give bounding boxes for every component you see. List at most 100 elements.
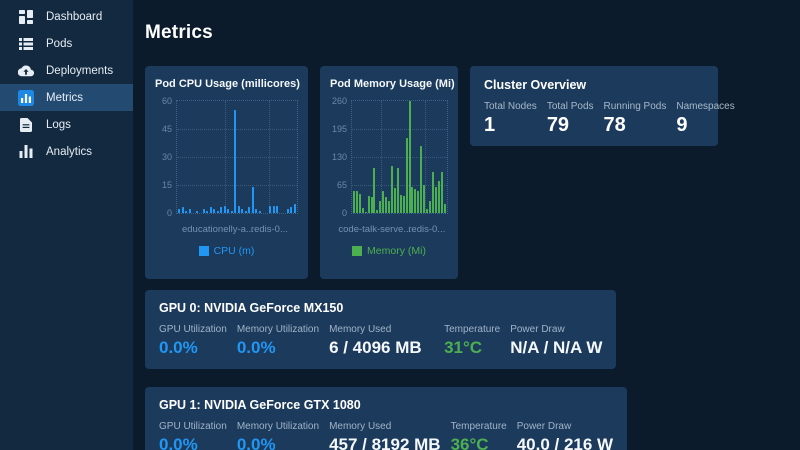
chart-bar bbox=[220, 207, 222, 213]
y-tick: 15 bbox=[161, 180, 172, 190]
legend-swatch bbox=[198, 246, 209, 256]
metric-label: Memory Used bbox=[329, 324, 392, 335]
stat-label: Running Pods bbox=[603, 101, 667, 112]
memory-plot-area[interactable] bbox=[351, 100, 448, 214]
metric-label: Temperature bbox=[450, 421, 507, 432]
sidebar-item-label: Dashboard bbox=[46, 10, 103, 23]
cpu-x-axis: educationelly-a... redis-0... bbox=[155, 224, 298, 237]
chart-bar bbox=[361, 207, 364, 213]
gpu0-utilization: GPU Utilization 0.0% bbox=[159, 324, 227, 358]
chart-bar bbox=[402, 195, 405, 213]
chart-bar bbox=[178, 209, 180, 213]
cloud-upload-icon bbox=[17, 62, 34, 79]
chart-bar bbox=[405, 137, 408, 213]
chart-bar bbox=[379, 200, 382, 213]
chart-bar bbox=[237, 205, 240, 213]
cluster-stats: Total Nodes 1 Total Pods 79 Running Pods… bbox=[484, 101, 735, 137]
stat-label: Namespaces bbox=[676, 101, 735, 112]
chart-bar bbox=[276, 205, 278, 213]
chart-bar bbox=[255, 209, 257, 213]
metric-value: N/A / N/A W bbox=[510, 338, 603, 357]
chart-bar bbox=[230, 211, 233, 213]
chart-bar bbox=[258, 211, 261, 213]
chart-bar bbox=[390, 165, 393, 213]
sidebar-item-label: Pods bbox=[46, 37, 73, 50]
metric-value: 6 / 4096 MB bbox=[329, 338, 422, 357]
dashboard-icon bbox=[17, 8, 34, 25]
stat-running-pods: Running Pods 78 bbox=[604, 101, 667, 137]
chart-bar bbox=[181, 207, 184, 213]
y-tick: 45 bbox=[161, 124, 172, 134]
metric-value: 0.0% bbox=[236, 338, 276, 357]
memory-x-axis: code-talk-serve... redis-0... bbox=[330, 224, 448, 237]
legend-swatch bbox=[352, 246, 363, 256]
y-tick: 260 bbox=[331, 96, 347, 106]
chart-bar bbox=[209, 207, 212, 213]
memory-bars bbox=[353, 101, 446, 213]
metric-label: Memory Utilization bbox=[236, 421, 320, 432]
y-tick: 0 bbox=[341, 208, 347, 218]
chart-bar bbox=[355, 191, 358, 213]
y-tick: 65 bbox=[336, 180, 347, 190]
metric-label: Memory Used bbox=[329, 421, 392, 432]
metric-label: GPU Utilization bbox=[159, 324, 227, 335]
memory-chart-title: Pod Memory Usage (Mi) bbox=[330, 78, 455, 90]
y-tick: 0 bbox=[166, 208, 172, 218]
sidebar-item-logs[interactable]: Logs bbox=[0, 111, 133, 138]
gpu0-metrics: GPU Utilization 0.0% Memory Utilization … bbox=[159, 324, 602, 358]
metric-label: Temperature bbox=[444, 324, 501, 335]
gpu1-memory-utilization: Memory Utilization 0.0% bbox=[237, 421, 319, 450]
chart-bar bbox=[293, 203, 296, 213]
metric-value: 457 / 8192 MB bbox=[329, 435, 441, 450]
metric-value: 36°C bbox=[450, 435, 489, 450]
y-tick: 130 bbox=[331, 152, 347, 162]
cpu-chart-title: Pod CPU Usage (millicores) bbox=[155, 78, 300, 90]
chart-bar bbox=[185, 211, 187, 213]
metrics-chart-icon bbox=[17, 89, 34, 106]
cpu-plot-area[interactable] bbox=[176, 100, 298, 214]
gpu0-memory-used: Memory Used 6 / 4096 MB bbox=[329, 324, 434, 358]
chart-bar bbox=[206, 211, 208, 213]
metric-value: 0.0% bbox=[159, 435, 198, 450]
legend-label: CPU (m) bbox=[213, 245, 255, 257]
x-tick-label: code-talk-serve... bbox=[338, 224, 412, 235]
sidebar-item-deployments[interactable]: Deployments bbox=[0, 57, 133, 84]
stat-value: 9 bbox=[676, 114, 688, 136]
sidebar-item-pods[interactable]: Pods bbox=[0, 30, 133, 57]
sidebar-item-dashboard[interactable]: Dashboard bbox=[0, 3, 133, 30]
legend-label: Memory (Mi) bbox=[367, 245, 426, 257]
stat-value: 79 bbox=[546, 114, 570, 136]
gpu0-temperature: Temperature 31°C bbox=[444, 324, 500, 358]
cpu-bars bbox=[178, 101, 296, 213]
y-tick: 195 bbox=[331, 124, 347, 134]
stat-label: Total Nodes bbox=[484, 101, 537, 112]
metric-value: 0.0% bbox=[159, 338, 198, 357]
y-tick: 30 bbox=[161, 152, 172, 162]
cpu-y-axis: 60 45 30 15 0 bbox=[155, 96, 176, 218]
sidebar-item-metrics[interactable]: Metrics bbox=[0, 84, 133, 111]
chart-bar bbox=[396, 167, 399, 213]
x-tick-label: redis-0... bbox=[408, 224, 446, 235]
chart-bar bbox=[399, 194, 402, 213]
bar-chart-icon bbox=[17, 143, 34, 160]
chart-bar bbox=[428, 200, 431, 213]
cluster-overview-title: Cluster Overview bbox=[484, 78, 587, 92]
sidebar-item-analytics[interactable]: Analytics bbox=[0, 138, 133, 165]
chart-bar bbox=[426, 208, 429, 213]
cluster-overview-panel: Cluster Overview Total Nodes 1 Total Pod… bbox=[470, 66, 735, 146]
gridline bbox=[177, 157, 297, 158]
gridline bbox=[352, 185, 447, 186]
metric-label: Power Draw bbox=[510, 324, 565, 335]
memory-legend: Memory (Mi) bbox=[330, 245, 448, 257]
cpu-chart: 60 45 30 15 0 bbox=[155, 96, 298, 222]
gpu0-title: GPU 0: NVIDIA GeForce MX150 bbox=[159, 301, 344, 315]
chart-bar bbox=[227, 209, 229, 213]
chart-bar bbox=[367, 195, 370, 213]
chart-bar bbox=[364, 211, 367, 213]
chart-bar bbox=[370, 196, 373, 213]
chart-bar bbox=[417, 191, 420, 213]
chart-bar bbox=[434, 187, 437, 213]
chart-bar bbox=[373, 167, 376, 213]
stat-value: 78 bbox=[603, 114, 626, 136]
x-tick-label: redis-0... bbox=[250, 224, 288, 235]
